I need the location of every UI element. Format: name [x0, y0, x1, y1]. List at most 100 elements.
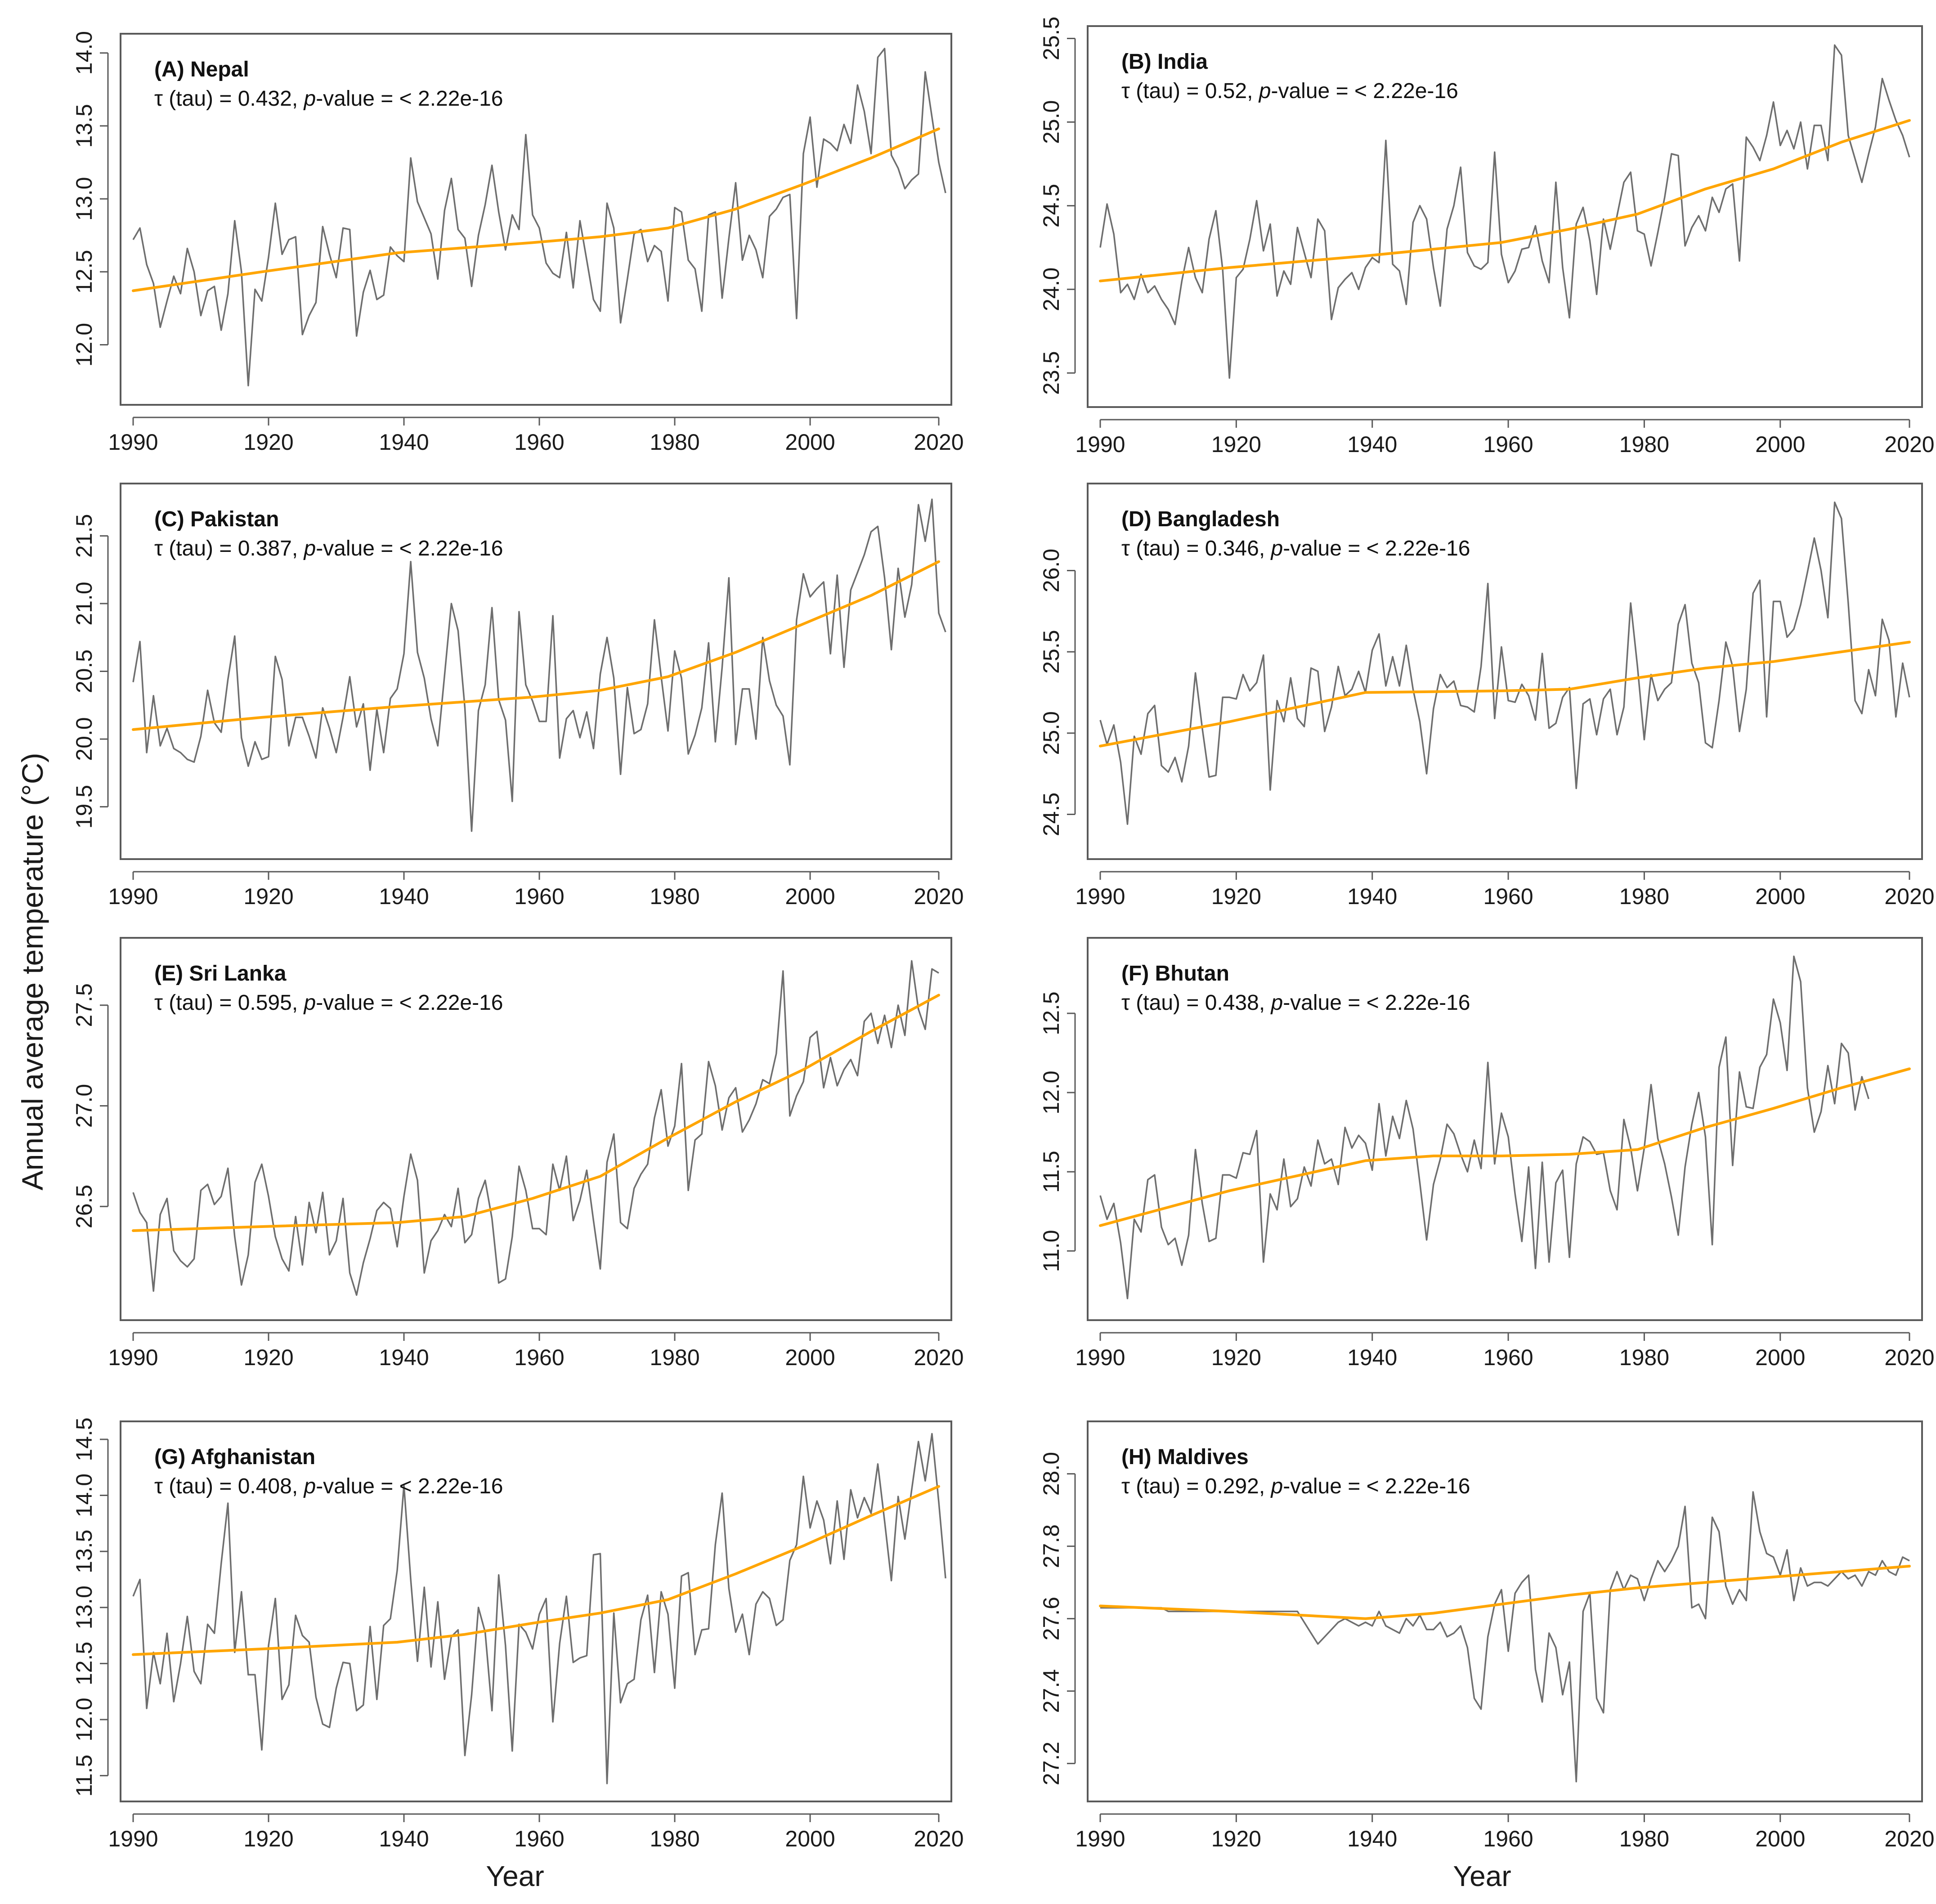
panel-c-y-tick-label: 20.5	[72, 650, 97, 693]
panel-b-stat: τ (tau) = 0.52, p-value = < 2.22e-16	[1121, 79, 1458, 103]
panel-d-x-tick-label: 1990	[1075, 884, 1125, 909]
panel-c: 1990 1920 1940 1960 1980 2000 2020 19.5 20.0 20.5…	[72, 483, 964, 909]
panel-d-tau-text: τ (tau) = 0.346,	[1121, 537, 1271, 560]
x-axis-label-left: Year	[486, 1860, 544, 1892]
panel-h-y-tick-label: 28.0	[1039, 1452, 1064, 1496]
panel-g-x-tick-label: 1920	[243, 1826, 293, 1851]
panel-e-x-tick-label: 1990	[108, 1345, 158, 1370]
panel-b-tau-text: τ (tau) = 0.52,	[1121, 79, 1259, 103]
panel-e-x-tick-label: 1980	[650, 1345, 699, 1370]
panel-a-x-tick-label: 1990	[108, 430, 158, 455]
panel-e-x-tick-label: 1960	[514, 1345, 564, 1370]
panel-a-p-label: p	[303, 87, 316, 111]
panel-c-y-tick-label: 20.0	[72, 717, 97, 761]
panel-g-y-tick-label: 11.5	[72, 1755, 97, 1797]
panel-e-y-tick-label: 27.0	[72, 1084, 97, 1128]
panel-c-title: (C) Pakistan	[154, 507, 279, 531]
panel-f-x-tick-label: 1940	[1347, 1345, 1397, 1370]
panel-b-y-tick-label: 24.5	[1039, 184, 1064, 228]
panel-f-tau-text: τ (tau) = 0.438,	[1121, 991, 1271, 1015]
panel-c-temperature-line	[132, 498, 946, 832]
panel-d-trend-line	[1099, 641, 1911, 748]
panel-g-title: (G) Afghanistan	[154, 1445, 315, 1469]
panel-e: 1990 1920 1940 1960 1980 2000 2020 26.5 27.0 27.5…	[72, 937, 964, 1370]
panel-a-x-tick-label: 2020	[914, 430, 964, 455]
panel-e-title: (E) Sri Lanka	[154, 962, 287, 986]
panel-a-tau-text: τ (tau) = 0.432,	[154, 87, 304, 111]
panel-a-x-tick-label: 2000	[785, 430, 835, 455]
panel-b-frame	[1087, 25, 1923, 408]
panel-g-x-tick-label: 1960	[514, 1826, 564, 1851]
panel-e-x-tick-label: 1920	[243, 1345, 293, 1370]
panel-c-x-tick-label: 2020	[914, 884, 964, 909]
panel-d-y-tick-label: 25.0	[1039, 711, 1064, 755]
panel-b-y-tick-label: 23.5	[1039, 351, 1064, 395]
panel-h-tau-text: τ (tau) = 0.292,	[1121, 1474, 1271, 1498]
panel-a-x-tick-label: 1960	[514, 430, 564, 455]
panel-f-p-text: -value = < 2.22e-16	[1283, 991, 1470, 1015]
panel-h-x-tick-label: 1920	[1211, 1826, 1261, 1851]
panel-a-temperature-line	[132, 48, 946, 387]
panel-c-frame	[120, 483, 952, 860]
panel-g-x-tick-label: 2020	[914, 1826, 964, 1851]
panel-f-x-tick-label: 1980	[1619, 1345, 1669, 1370]
panel-g-tau-text: τ (tau) = 0.408,	[154, 1474, 304, 1498]
panel-h-y-tick-label: 27.6	[1039, 1597, 1064, 1640]
panel-f-trend-line	[1099, 1067, 1911, 1227]
panel-d-x-tick-label: 1920	[1211, 884, 1261, 909]
panel-f-x-tick-label: 2000	[1755, 1345, 1805, 1370]
panel-a-trend-line	[132, 127, 940, 292]
panel-g-stat: τ (tau) = 0.408, p-value = < 2.22e-16	[154, 1474, 503, 1498]
panel-b-p-label: p	[1258, 79, 1271, 103]
panel-a-y-tick-label: 14.0	[72, 31, 97, 75]
panel-e-y-tick-label: 27.5	[72, 983, 97, 1027]
panel-b-x-tick-label: 1940	[1347, 432, 1397, 457]
panel-g-y-tick-label: 12.0	[72, 1698, 97, 1741]
panel-f-frame	[1087, 937, 1923, 1321]
panel-h: 1990 1920 1940 1960 1980 2000 2020 27.2 27.4 27.6…	[1039, 1420, 1935, 1851]
panel-h-y-tick-label: 27.8	[1039, 1524, 1064, 1568]
panel-c-p-text: -value = < 2.22e-16	[316, 537, 503, 560]
panel-h-trend-line	[1099, 1564, 1911, 1620]
panel-d-x-tick-label: 1960	[1483, 884, 1533, 909]
panel-g-y-tick-label: 13.5	[72, 1530, 97, 1573]
panel-b-temperature-line	[1099, 44, 1910, 379]
panel-d-y-tick-label: 25.5	[1039, 630, 1064, 673]
panel-d-x-tick-label: 1980	[1619, 884, 1669, 909]
panel-f-p-label: p	[1270, 991, 1283, 1015]
panel-a-title: (A) Nepal	[154, 58, 249, 81]
panel-b-y-tick-label: 25.0	[1039, 100, 1064, 144]
panel-f-y-tick-label: 12.0	[1039, 1071, 1064, 1114]
panel-a-y-tick-label: 12.0	[72, 323, 97, 367]
panel-b-x-tick-label: 1990	[1075, 432, 1125, 457]
panel-c-stat: τ (tau) = 0.387, p-value = < 2.22e-16	[154, 537, 503, 560]
panel-d-title: (D) Bangladesh	[1121, 507, 1280, 531]
panel-d-temperature-line	[1099, 501, 1910, 825]
panel-b-title: (B) India	[1121, 50, 1208, 74]
panel-a-p-text: -value = < 2.22e-16	[316, 87, 503, 111]
panel-g-temperature-line	[132, 1433, 946, 1784]
panel-a-y-tick-label: 13.5	[72, 104, 97, 148]
panel-g-y-tick-label: 14.0	[72, 1474, 97, 1517]
panel-g-x-tick-label: 1940	[379, 1826, 429, 1851]
panel-e-x-tick-label: 2000	[785, 1345, 835, 1370]
panel-c-y-tick-label: 21.0	[72, 582, 97, 625]
panel-d-x-tick-label: 2000	[1755, 884, 1805, 909]
panel-b-x-tick-label: 2020	[1884, 432, 1934, 457]
panel-c-trend-line	[132, 560, 940, 731]
panel-f-title: (F) Bhutan	[1121, 962, 1229, 986]
panel-e-p-text: -value = < 2.22e-16	[316, 991, 503, 1015]
panel-b-x-tick-label: 2000	[1755, 432, 1805, 457]
panel-h-x-tick-label: 1960	[1483, 1826, 1533, 1851]
panel-a-y-tick-label: 12.5	[72, 250, 97, 294]
panel-a-x-tick-label: 1980	[650, 430, 699, 455]
panel-c-tau-text: τ (tau) = 0.387,	[154, 537, 304, 560]
panel-c-x-tick-label: 1920	[243, 884, 293, 909]
panel-b-x-tick-label: 1980	[1619, 432, 1669, 457]
panel-c-x-tick-label: 2000	[785, 884, 835, 909]
panel-f-y-tick-label: 11.5	[1039, 1151, 1064, 1193]
panel-a-x-tick-label: 1940	[379, 430, 429, 455]
panel-g-y-tick-label: 12.5	[72, 1642, 97, 1685]
panel-b: 1990 1920 1940 1960 1980 2000 2020 23.5 24.0 24.5…	[1039, 17, 1935, 457]
panel-c-x-tick-label: 1940	[379, 884, 429, 909]
